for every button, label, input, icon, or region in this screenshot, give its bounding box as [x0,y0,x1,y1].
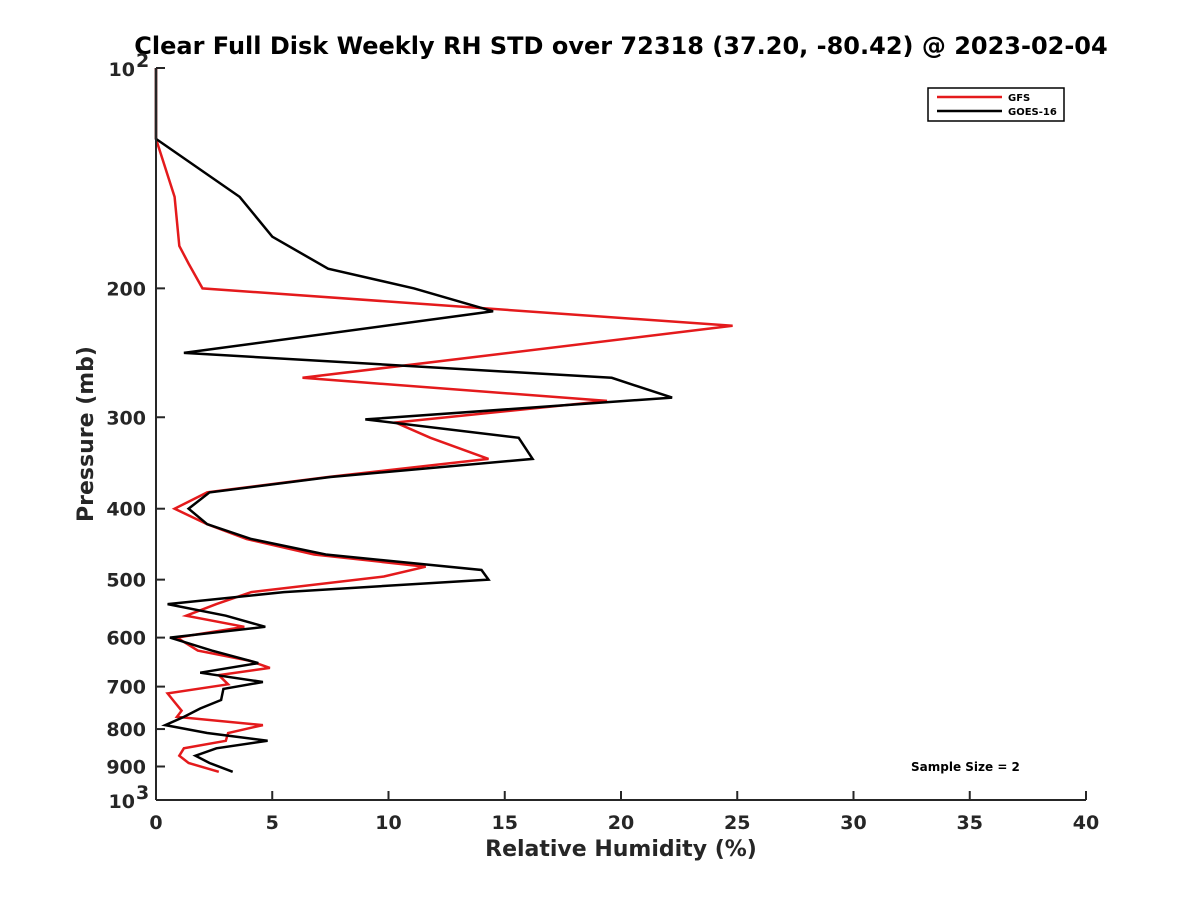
y-tick-base: 10 [109,791,135,813]
x-tick-label: 25 [724,812,750,834]
series-line-gfs [154,68,733,774]
y-tick-base: 10 [109,59,135,81]
y-tick-label: 500 [106,570,146,592]
y-tick-label: 10 [109,791,135,813]
x-tick-label: 40 [1073,812,1099,834]
chart-title: Clear Full Disk Weekly RH STD over 72318… [134,32,1107,60]
series-lines [154,68,733,774]
legend-label-goes-16: GOES-16 [1008,107,1057,118]
x-tick-label: 30 [840,812,866,834]
legend-box [927,87,1065,122]
y-tick-label: 600 [106,628,146,650]
x-tick-label: 20 [608,812,634,834]
y-tick-label: 200 [106,278,146,300]
x-tick-label: 15 [492,812,518,834]
y-tick-label: 300 [106,407,146,429]
x-tick-label: 35 [957,812,983,834]
y-tick-label: 700 [106,677,146,699]
y-tick-label: 900 [106,757,146,779]
axes [155,68,1086,801]
y-axis-label: Pressure (mb) [74,346,99,522]
legend: GFS GOES-16 [927,87,1065,122]
x-tick-label: 5 [266,812,279,834]
y-tick-exponent: 3 [136,782,149,804]
x-tick-label: 0 [149,812,162,834]
x-axis-label: Relative Humidity (%) [485,837,757,862]
y-tick-exponent: 2 [136,50,149,72]
legend-label-gfs: GFS [1008,93,1030,104]
sample-size-annotation: Sample Size = 2 [911,760,1020,774]
y-tick-label: 10 [109,59,135,81]
y-tick-label: 800 [106,719,146,741]
series-line-goes-16 [154,68,673,773]
y-tick-label: 400 [106,499,146,521]
x-tick-label: 10 [375,812,401,834]
